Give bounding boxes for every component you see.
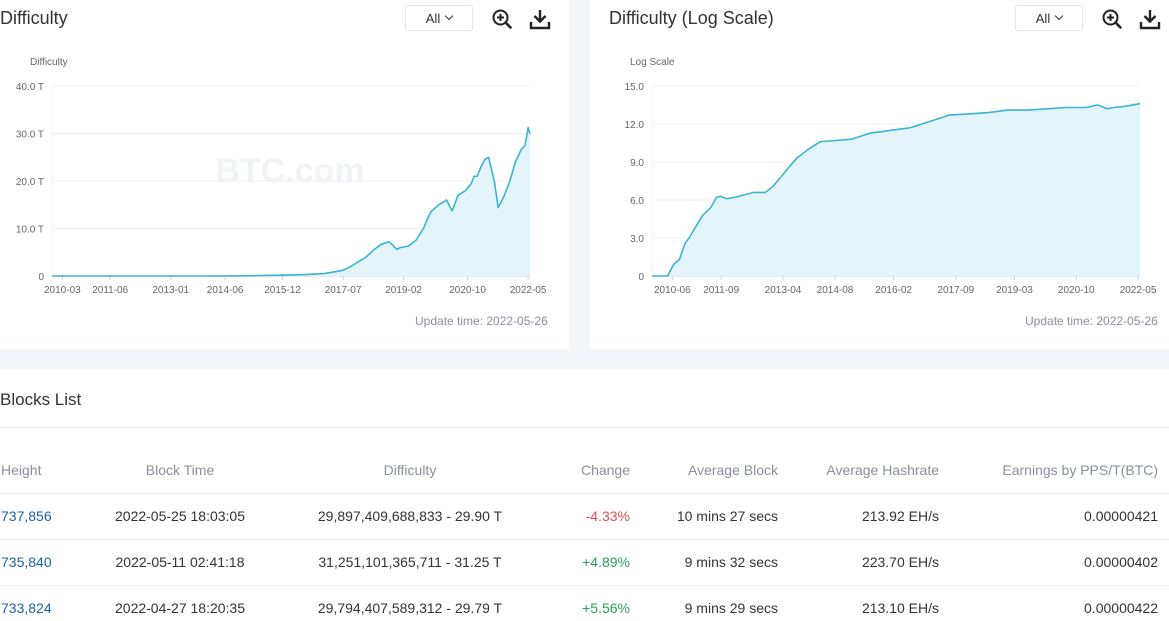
cell-average-hashrate: 213.92 EH/s [778, 493, 939, 540]
cell-block-time: 2022-05-11 02:41:18 [90, 539, 270, 586]
cell-average-block: 9 mins 29 secs [630, 585, 778, 621]
download-icon[interactable] [1138, 7, 1162, 31]
series-area [52, 127, 530, 276]
table-row: 733,824 2022-04-27 18:20:35 29,794,407,5… [0, 585, 1169, 621]
difficulty-log-title: Difficulty (Log Scale) [609, 8, 774, 28]
block-height-link[interactable]: 737,856 [1, 508, 52, 524]
cell-change: +5.56% [550, 585, 630, 621]
y-tick-label: 0 [638, 272, 644, 283]
difficulty-chart-svg: Difficulty 0 10.0 T 20.0 T 30.0 T 40.0 T 2010-… [16, 57, 547, 296]
x-tick-label: 2020-10 [449, 285, 486, 296]
y-tick-label: 30.0 T [16, 130, 44, 141]
x-tick-label: 2019-02 [385, 285, 422, 296]
y-tick-label: 12.0 [625, 120, 645, 131]
col-header-height: Height [0, 447, 90, 494]
x-tick-label: 2019-03 [996, 285, 1033, 296]
difficulty-log-range-select[interactable]: All [1015, 5, 1083, 31]
col-header-change: Change [550, 447, 630, 494]
btc-watermark: BTC.com [215, 152, 364, 190]
y-axis-label: Difficulty [30, 57, 68, 68]
table-row: 737,856 2022-05-25 18:03:05 29,897,409,6… [0, 493, 1169, 540]
y-tick-label: 15.0 [625, 82, 645, 93]
cell-change: -4.33% [550, 493, 630, 540]
x-tick-label: 2022-05 [510, 285, 547, 296]
divider [0, 427, 1169, 428]
series-line [652, 102, 1141, 277]
difficulty-log-card: Difficulty (Log Scale) All Log Scale 0 3.0… [590, 0, 1169, 349]
col-header-average-block: Average Block [630, 447, 778, 494]
difficulty-chart: Difficulty 0 10.0 T 20.0 T 30.0 T 40.0 T 2010-… [0, 45, 569, 305]
x-tick-label: 2014-06 [207, 285, 244, 296]
x-tick-label: 2011-09 [703, 285, 739, 296]
cell-average-block: 10 mins 27 secs [630, 493, 778, 540]
blocks-list-card: Blocks List Height Block Time Difficulty… [0, 369, 1169, 621]
x-tick-label: 2011-06 [92, 285, 128, 296]
series-line [52, 126, 531, 277]
y-axis-label: Log Scale [630, 57, 675, 68]
cell-earnings: 0.00000421 [939, 493, 1169, 540]
update-time: Update time: 2022-05-26 [415, 314, 548, 328]
col-header-block-time: Block Time [90, 447, 270, 494]
range-label: All [425, 10, 441, 26]
cell-average-hashrate: 223.70 EH/s [778, 539, 939, 586]
blocks-table: Height Block Time Difficulty Change Aver… [0, 447, 1169, 621]
y-tick-label: 20.0 T [16, 177, 44, 188]
y-tick-label: 10.0 T [16, 225, 44, 236]
y-tick-label: 0 [38, 272, 44, 283]
x-tick-label: 2013-04 [765, 285, 802, 296]
blocks-list-title: Blocks List [0, 390, 82, 409]
cell-average-block: 9 mins 32 secs [630, 539, 778, 586]
series-area [652, 103, 1140, 276]
cell-earnings: 0.00000422 [939, 585, 1169, 621]
x-tick-label: 2020-10 [1058, 285, 1095, 296]
zoom-in-icon[interactable] [490, 7, 514, 31]
cell-average-hashrate: 213.10 EH/s [778, 585, 939, 621]
block-height-link[interactable]: 735,840 [1, 554, 52, 570]
cell-block-time: 2022-05-25 18:03:05 [90, 493, 270, 540]
x-tick-label: 2017-09 [937, 285, 974, 296]
cell-difficulty: 29,897,409,688,833 - 29.90 T [270, 493, 550, 540]
table-row: 735,840 2022-05-11 02:41:18 31,251,101,3… [0, 539, 1169, 586]
cell-height: 735,840 [0, 539, 90, 586]
cell-height: 733,824 [0, 585, 90, 621]
update-time: Update time: 2022-05-26 [1025, 314, 1158, 328]
col-header-average-hashrate: Average Hashrate [778, 447, 939, 494]
y-tick-label: 6.0 [630, 196, 644, 207]
range-label: All [1035, 10, 1051, 26]
cell-difficulty: 31,251,101,365,711 - 31.25 T [270, 539, 550, 586]
chevron-down-icon [1054, 11, 1064, 21]
x-tick-label: 2013-01 [152, 285, 189, 296]
difficulty-title: Difficulty [0, 8, 68, 28]
x-tick-label: 2010-06 [654, 285, 691, 296]
x-tick-label: 2014-08 [817, 285, 854, 296]
y-tick-label: 3.0 [630, 234, 644, 245]
cell-earnings: 0.00000402 [939, 539, 1169, 586]
y-tick-label: 40.0 T [16, 82, 44, 93]
x-tick-label: 2017-07 [325, 285, 362, 296]
y-tick-label: 9.0 [630, 158, 644, 169]
download-icon[interactable] [528, 7, 552, 31]
x-tick-label: 2022-05 [1120, 285, 1157, 296]
x-tick-label: 2010-03 [44, 285, 81, 296]
chevron-down-icon [444, 11, 454, 21]
cell-height: 737,856 [0, 493, 90, 540]
difficulty-log-chart: Log Scale 0 3.0 6.0 9.0 12.0 15.0 2010-06 2011-0… [590, 45, 1169, 305]
x-tick-label: 2016-02 [875, 285, 912, 296]
table-header-row: Height Block Time Difficulty Change Aver… [0, 447, 1169, 494]
difficulty-card: Difficulty All Difficulty 0 10.0 T 20.0 T 30… [0, 0, 569, 349]
cell-block-time: 2022-04-27 18:20:35 [90, 585, 270, 621]
col-header-difficulty: Difficulty [270, 447, 550, 494]
zoom-in-icon[interactable] [1100, 7, 1124, 31]
cell-change: +4.89% [550, 539, 630, 586]
x-tick-label: 2015-12 [264, 285, 301, 296]
col-header-earnings: Earnings by PPS/T(BTC) [939, 447, 1169, 494]
cell-difficulty: 29,794,407,589,312 - 29.79 T [270, 585, 550, 621]
difficulty-log-chart-svg: Log Scale 0 3.0 6.0 9.0 12.0 15.0 2010-06 2011-0… [625, 57, 1157, 296]
difficulty-range-select[interactable]: All [405, 5, 473, 31]
block-height-link[interactable]: 733,824 [1, 600, 52, 616]
